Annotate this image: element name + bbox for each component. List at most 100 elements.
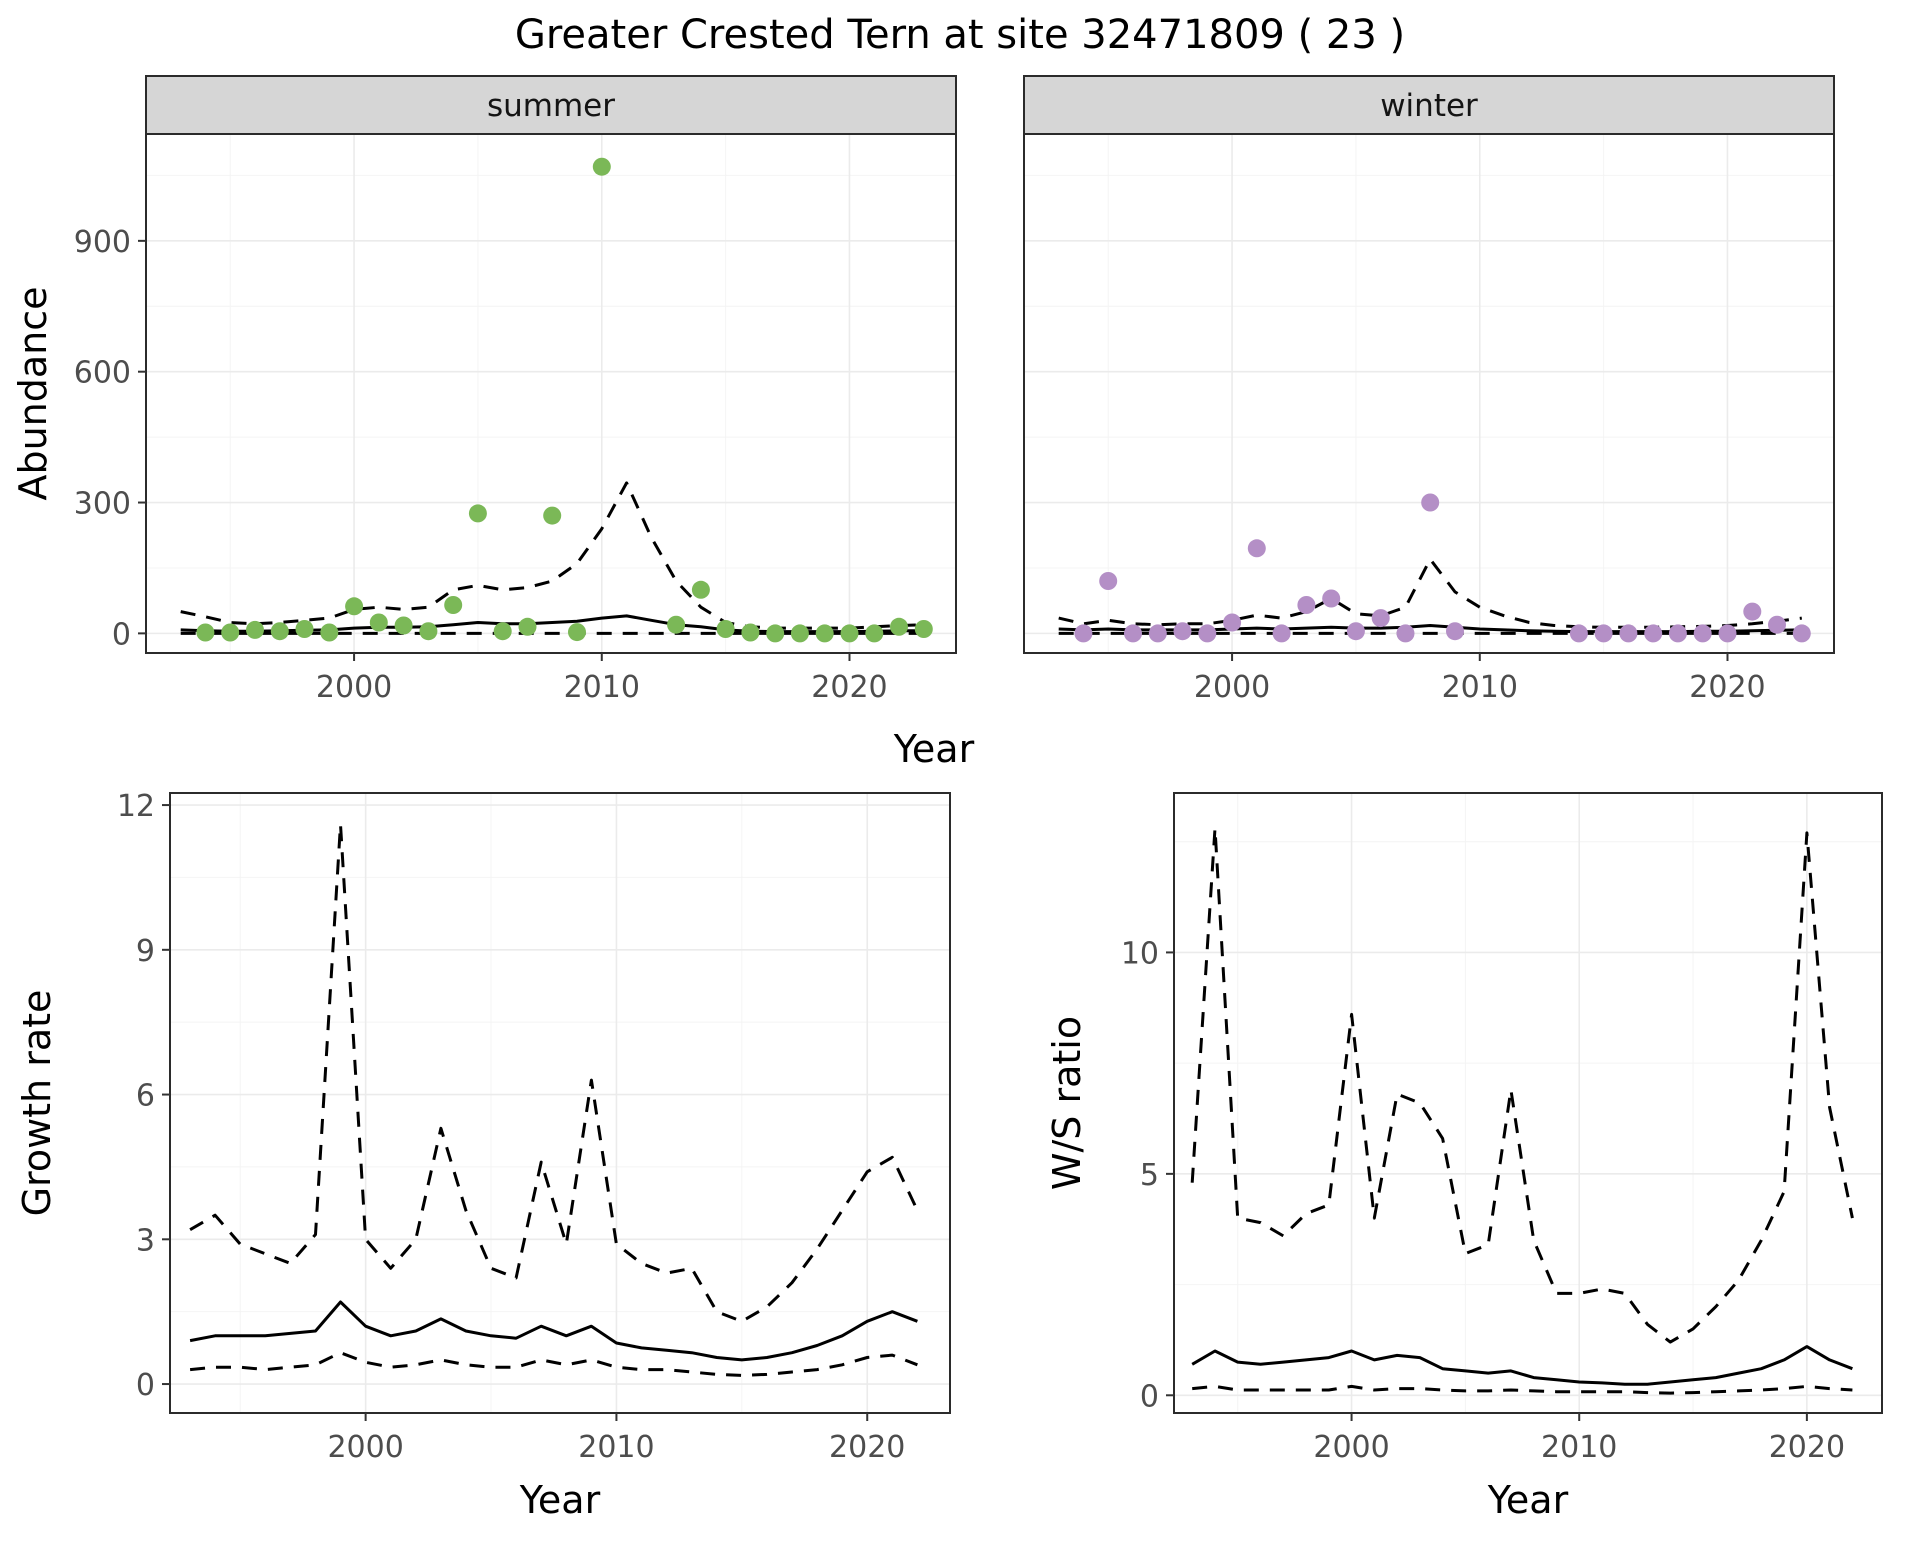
facet-strip: [145, 75, 957, 135]
y-tick-label: 600: [74, 356, 131, 391]
data-point: [320, 623, 339, 642]
data-point: [1446, 622, 1464, 641]
data-point: [1346, 622, 1365, 641]
data-point: [790, 624, 809, 643]
data-point: [1198, 624, 1217, 643]
facet-strip-label: winter: [1380, 88, 1478, 124]
data-point: [1594, 624, 1613, 643]
data-point: [468, 504, 487, 523]
series-growth-mean: [189, 1300, 918, 1362]
y-axis-label: Growth rate: [15, 990, 59, 1217]
data-point: [1371, 609, 1390, 628]
panel-background: [1024, 134, 1834, 653]
y-axis-label: W/S ratio: [1045, 1016, 1089, 1190]
data-point: [1396, 624, 1415, 643]
x-tick-label: 2020: [1689, 670, 1765, 705]
data-point: [1644, 624, 1663, 643]
x-tick-label: 2010: [1541, 1430, 1617, 1465]
y-tick-label: 6: [136, 1079, 155, 1114]
data-point: [914, 620, 933, 638]
gridlines-minor: [1024, 134, 1834, 653]
data-point: [1768, 615, 1786, 634]
figure-title: Greater Crested Tern at site 32471809 ( …: [514, 12, 1406, 58]
y-tick-label: 0: [1140, 1379, 1159, 1414]
abundance-winter-chart: winter 2000 2010 2020: [1023, 75, 1835, 705]
y-tick-label: 900: [74, 225, 131, 260]
data-point: [196, 623, 215, 642]
y-tick-label: 0: [136, 1368, 155, 1403]
data-point: [444, 596, 463, 614]
panel-border: [169, 792, 951, 1414]
x-tick-label: 2020: [829, 1430, 905, 1465]
data-point: [493, 622, 512, 641]
data-point: [518, 617, 537, 636]
data-point: [1297, 596, 1316, 614]
x-tick-label: 2000: [1313, 1430, 1389, 1465]
x-tick-label: 2010: [1442, 670, 1518, 705]
data-point: [1074, 624, 1093, 643]
data-point: [691, 580, 710, 599]
panel-background: [1174, 793, 1882, 1413]
data-point: [246, 620, 264, 639]
x-tick-label: 2010: [578, 1430, 654, 1465]
data-point: [1148, 624, 1167, 643]
data-point: [1247, 539, 1266, 558]
data-point: [295, 620, 314, 638]
y-tick-label: 5: [1140, 1158, 1159, 1193]
abundance-x-axis-label: Year: [893, 727, 975, 771]
abundance-facet-row: summer 2000 2010 2020 0 300 600 900 Abundance wi…: [8, 74, 1920, 719]
data-point: [865, 624, 884, 643]
gridlines-minor: [146, 134, 956, 653]
data-point: [1693, 624, 1712, 643]
y-tick-label: 300: [74, 487, 131, 522]
panel-border: [1173, 792, 1883, 1414]
derived-panels-row: 2000 2010 2020 0 3 6 9 12 Year Growth rate 2000 20…: [0, 779, 1920, 1539]
data-point: [1668, 624, 1687, 643]
data-point: [1792, 624, 1811, 643]
y-tick-label: 12: [117, 789, 155, 824]
data-point: [345, 597, 364, 616]
y-tick-label: 10: [1121, 936, 1159, 971]
growth-rate-chart: 2000 2010 2020 0 3 6 9 12 Year Growth rate: [15, 789, 951, 1522]
facet-strip-label: summer: [487, 88, 615, 124]
data-point: [1421, 493, 1440, 512]
y-tick-label: 0: [112, 617, 131, 652]
data-point: [1619, 624, 1638, 643]
data-point: [394, 616, 413, 635]
data-point: [543, 506, 562, 525]
panel-background: [170, 793, 950, 1413]
series-ws-lower: [1192, 1384, 1853, 1395]
data-point: [369, 613, 388, 632]
data-point: [1718, 624, 1737, 643]
data-point: [1322, 589, 1341, 608]
data-point: [667, 615, 686, 634]
data-point: [815, 624, 834, 643]
data-point: [592, 157, 611, 176]
gridlines-minor: [1174, 793, 1882, 1413]
gridlines-major: [146, 134, 956, 653]
data-point: [1173, 622, 1192, 641]
facet-strip: [1023, 75, 1835, 135]
gridlines-minor: [170, 793, 950, 1413]
y-tick-label: 3: [136, 1223, 155, 1258]
data-point: [221, 623, 240, 642]
data-point: [1099, 572, 1118, 590]
y-axis-label: Abundance: [11, 286, 55, 500]
data-point: [270, 622, 289, 641]
series-ws-upper: [1190, 826, 1854, 1344]
series-growth-upper: [189, 822, 919, 1323]
data-point: [1569, 624, 1588, 643]
data-point: [716, 620, 735, 638]
data-point: [1743, 602, 1762, 621]
points-observed-summer: [196, 157, 933, 643]
data-point: [890, 617, 908, 636]
data-point: [766, 624, 785, 643]
gridlines-major: [170, 793, 950, 1413]
data-point: [1223, 613, 1242, 632]
data-point: [1124, 624, 1142, 643]
x-axis-label: Year: [1487, 1478, 1569, 1522]
x-tick-label: 2010: [564, 670, 640, 705]
x-tick-label: 2020: [1769, 1430, 1845, 1465]
x-axis-label: Year: [519, 1478, 601, 1522]
